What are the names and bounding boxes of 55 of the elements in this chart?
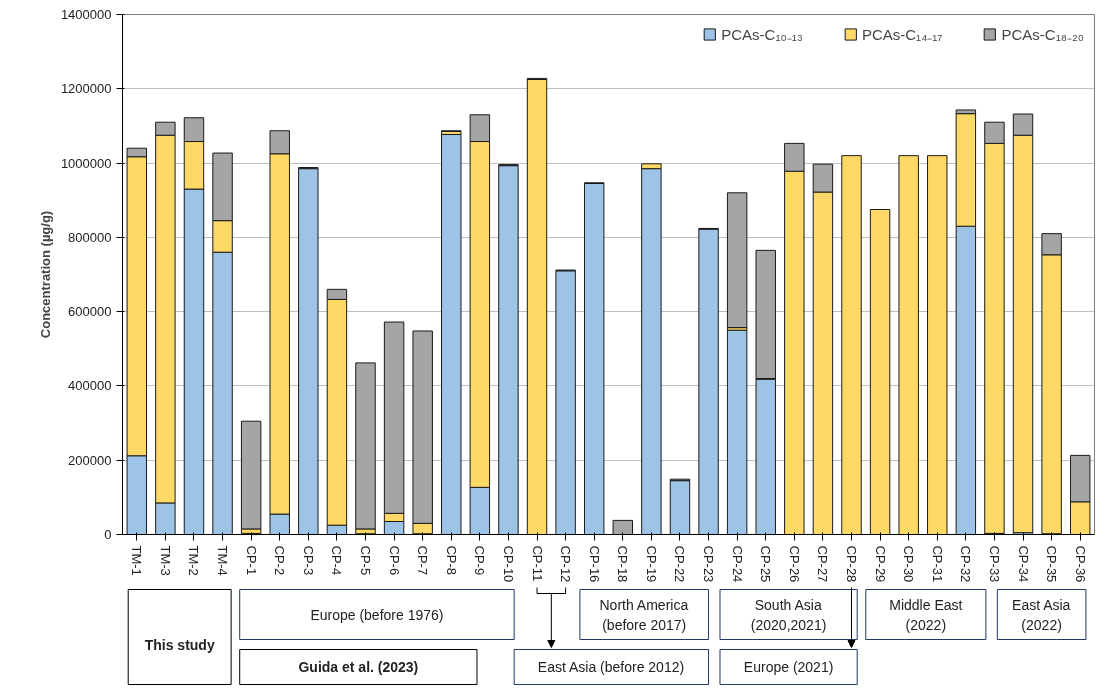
x-tick-label: CP-2 [272, 545, 288, 576]
y-axis-title: Concentration (µg/g) [37, 210, 53, 339]
text: North America (before 2017) [599, 596, 689, 633]
y-tick-label: 1400000 [60, 7, 112, 22]
x-tick-label: CP-10 [500, 545, 516, 583]
x-tick-label: CP-28 [844, 545, 859, 583]
x-tick-label: CP-4 [329, 545, 345, 576]
y-tick-label: 1200000 [60, 81, 112, 97]
text: South Asia (2020,2021) [750, 596, 827, 633]
x-tick-label: CP-18 [615, 545, 631, 583]
x-tick-label: CP-19 [643, 545, 659, 583]
x-tick-label: CP-11 [529, 545, 545, 582]
x-tick-label: CP-9 [472, 545, 488, 576]
text: This study [144, 637, 215, 653]
x-tick-label: CP-16 [586, 545, 602, 583]
x-tick-label: CP-24 [729, 545, 745, 583]
text: Guida et al. (2023) [298, 659, 419, 675]
y-tick-label: 1000000 [60, 155, 112, 171]
x-tick-label: CP-35 [1044, 545, 1060, 583]
legend-label: PCAs-C₁₈₋₂₀ [1001, 25, 1084, 44]
y-tick-label: 200000 [68, 452, 112, 468]
x-tick-label: CP-12 [558, 545, 574, 583]
text: Middle East (2022) [889, 596, 963, 633]
x-tick-label: CP-6 [386, 545, 402, 576]
y-tick-label: 400000 [68, 378, 112, 394]
x-tick-label: CP-25 [758, 545, 774, 583]
x-tick-label: TM-4 [215, 545, 231, 576]
y-tick-label: 0 [104, 527, 112, 542]
x-tick-label: CP-7 [415, 545, 431, 576]
x-tick-label: CP-31 [929, 545, 945, 583]
x-tick-label: CP-22 [672, 545, 688, 583]
x-tick-label: CP-33 [986, 545, 1002, 583]
x-tick-label: CP-23 [701, 545, 717, 583]
x-tick-label: TM-3 [157, 545, 173, 576]
y-tick-label: 600000 [68, 304, 112, 320]
x-tick-label: CP-3 [300, 545, 316, 576]
x-tick-label: CP-27 [815, 545, 831, 583]
x-tick-label: CP-29 [872, 545, 888, 583]
x-tick-label: CP-5 [358, 545, 373, 576]
legend-label: PCAs-C₁₀₋₁₃ [721, 25, 803, 44]
x-tick-label: CP-26 [786, 545, 802, 583]
x-tick-label: CP-8 [443, 545, 459, 576]
x-tick-label: TM-2 [186, 545, 202, 576]
legend-label: PCAs-C₁₄₋₁₇ [861, 25, 943, 44]
x-tick-label: TM-1 [129, 545, 145, 576]
x-tick-label: CP-30 [901, 545, 917, 583]
x-tick-label: CP-34 [1015, 545, 1031, 583]
text: Europe (before 1976) [310, 606, 444, 623]
x-tick-label: CP-1 [243, 545, 259, 576]
x-tick-label: CP-32 [958, 545, 974, 583]
x-tick-label: CP-36 [1072, 545, 1088, 583]
text: East Asia (before 2012) [537, 659, 685, 675]
text: East Asia (2022) [1012, 596, 1071, 633]
text: Europe (2021) [743, 659, 834, 675]
y-tick-label: 800000 [68, 229, 112, 245]
